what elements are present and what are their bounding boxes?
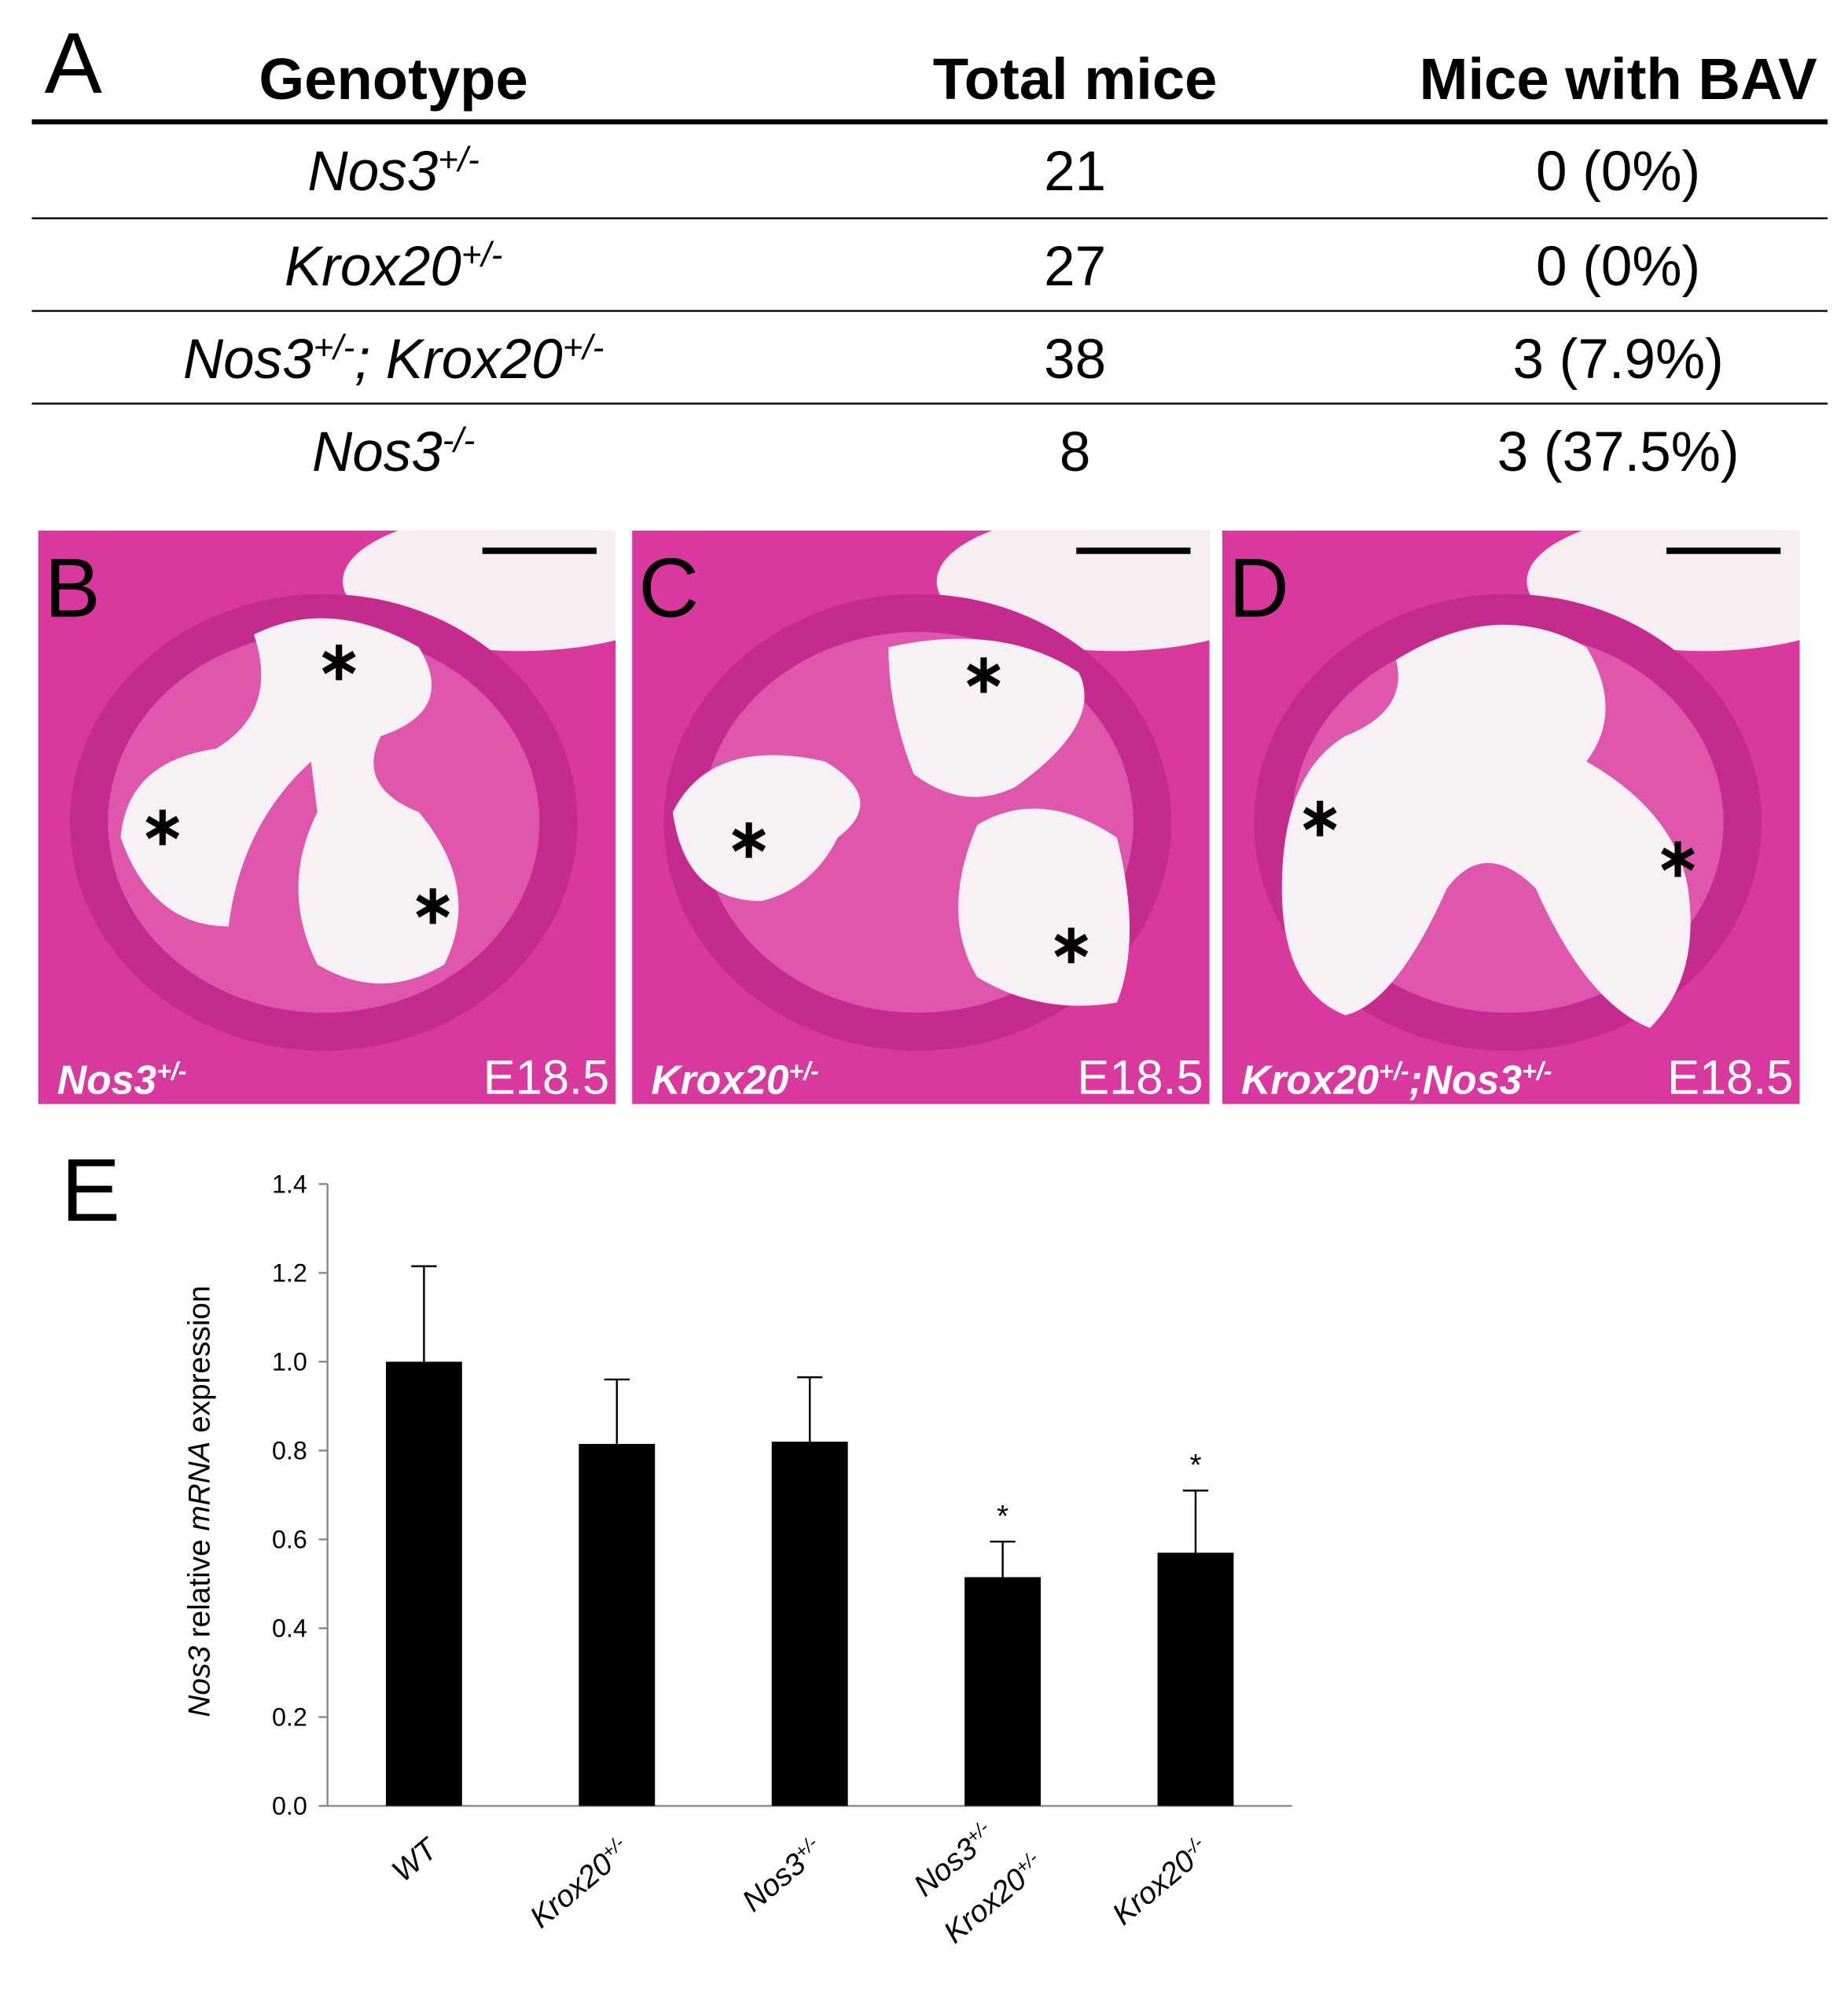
superscript: +/- xyxy=(156,1057,186,1086)
bar xyxy=(771,1442,848,1806)
x-tick-label: Krox20-/- xyxy=(1106,1832,1215,1932)
asterisk xyxy=(732,822,766,858)
text-run: Nos3 xyxy=(57,1057,157,1103)
panel-label: A xyxy=(45,16,102,112)
text-run: ;Nos3 xyxy=(1409,1057,1523,1103)
y-tick-label: 0.8 xyxy=(272,1437,307,1465)
text-run: Krox20 xyxy=(285,236,461,298)
bar xyxy=(579,1443,656,1806)
stage-label: E18.5 xyxy=(1667,1051,1793,1105)
y-tick-label: 0.0 xyxy=(272,1792,307,1820)
bav-cell: 0 (0%) xyxy=(1536,141,1700,203)
error-bar xyxy=(604,1378,630,1444)
error-bar xyxy=(990,1541,1016,1578)
total-cell: 27 xyxy=(1044,236,1106,298)
total-cell: 8 xyxy=(1060,421,1091,483)
superscript: +/- xyxy=(563,329,604,367)
text-run: Krox20 xyxy=(651,1057,788,1103)
text-run: WT xyxy=(386,1832,446,1889)
text-run: Nos3 xyxy=(312,421,443,483)
bar xyxy=(1157,1552,1234,1806)
genotype-cell: Krox20+/- xyxy=(285,236,503,299)
text-run: relative xyxy=(183,1531,217,1646)
bav-cell: 3 (7.9%) xyxy=(1512,329,1723,391)
lumen xyxy=(1281,624,1691,1028)
panel-label: E xyxy=(61,1141,120,1240)
superscript: +/- xyxy=(314,329,355,367)
text-run: mRNA xyxy=(183,1442,217,1531)
superscript: +/- xyxy=(1522,1057,1552,1086)
text-run: ; Krox20 xyxy=(355,329,562,391)
bar xyxy=(964,1577,1042,1806)
panel-label: C xyxy=(638,542,699,635)
y-tick-label: 1.2 xyxy=(272,1259,307,1288)
y-tick-label: 1.4 xyxy=(272,1170,307,1199)
genotype-cell: Nos3-/- xyxy=(312,421,475,483)
bav-cell: 0 (0%) xyxy=(1536,236,1700,298)
superscript: +/- xyxy=(1379,1057,1409,1086)
asterisk xyxy=(1302,800,1337,836)
column-header: Total mice xyxy=(933,46,1218,112)
superscript: +/- xyxy=(789,1057,819,1086)
y-tick-label: 0.6 xyxy=(272,1526,307,1554)
text-run: Krox20 xyxy=(1241,1057,1379,1103)
asterisk xyxy=(321,645,356,681)
error-bar xyxy=(797,1376,823,1442)
micrograph xyxy=(1222,530,1800,1104)
text-run: Nos3 xyxy=(183,1646,217,1718)
x-tick-label: Krox20+/- xyxy=(524,1832,637,1935)
genotype-cell: Nos3+/- xyxy=(307,141,479,204)
genotype-cell: Nos3+/-; Krox20+/- xyxy=(183,329,604,391)
bav-cell: 3 (37.5%) xyxy=(1497,421,1740,483)
text-run: Nos3 xyxy=(307,141,438,203)
error-bar xyxy=(1182,1490,1209,1553)
asterisk xyxy=(416,888,450,924)
asterisk xyxy=(966,657,1001,693)
text-run: Krox20 xyxy=(1106,1843,1202,1931)
panel-label: B xyxy=(45,542,101,635)
x-tick-label: Nos3+/- xyxy=(736,1832,829,1919)
y-tick-label: 1.0 xyxy=(272,1348,307,1376)
y-tick-label: 0.2 xyxy=(272,1703,307,1732)
lumen xyxy=(672,638,1130,1006)
asterisk xyxy=(1661,841,1695,877)
y-axis-label: Nos3 relative mRNA expression xyxy=(183,1285,217,1717)
y-tick-label: 0.4 xyxy=(272,1615,307,1643)
asterisk xyxy=(145,810,180,846)
significance: * xyxy=(997,1500,1009,1534)
text-run: Krox20 xyxy=(524,1846,619,1934)
text-run: Nos3 xyxy=(183,329,314,391)
x-tick-label: WT xyxy=(386,1832,446,1889)
genotype-label: Nos3+/- xyxy=(57,1057,187,1103)
micrograph xyxy=(38,530,616,1104)
error-bar xyxy=(411,1265,437,1362)
total-cell: 38 xyxy=(1044,329,1106,391)
genotype-label: Krox20+/- xyxy=(651,1057,818,1103)
text-run: expression xyxy=(183,1285,217,1441)
significance: * xyxy=(1189,1449,1201,1482)
asterisk xyxy=(1054,928,1089,964)
column-header: Mice with BAV xyxy=(1420,46,1818,112)
bar xyxy=(385,1361,462,1806)
genotype-label: Krox20+/-;Nos3+/- xyxy=(1241,1057,1552,1103)
stage-label: E18.5 xyxy=(483,1051,609,1105)
lumen xyxy=(120,618,459,984)
superscript: +/- xyxy=(461,236,503,274)
superscript: -/- xyxy=(443,421,476,459)
stage-label: E18.5 xyxy=(1077,1051,1203,1105)
column-header: Genotype xyxy=(259,46,527,112)
micrograph xyxy=(632,530,1210,1104)
total-cell: 21 xyxy=(1044,141,1106,203)
superscript: +/- xyxy=(438,141,479,179)
panel-label: D xyxy=(1229,542,1289,635)
